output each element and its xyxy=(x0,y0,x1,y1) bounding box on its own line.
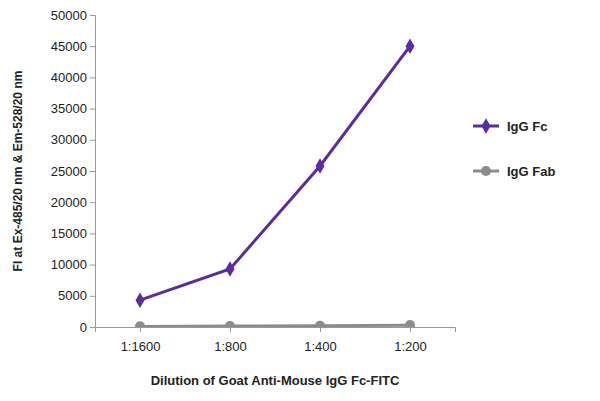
y-tick-mark xyxy=(90,265,95,266)
series-group xyxy=(135,38,415,327)
x-tick-mark xyxy=(230,327,231,332)
y-tick: 15000 xyxy=(51,226,95,241)
chart: 0 5000 10000 15000 20000 25000 30000 35000 40000… xyxy=(0,0,600,401)
y-tick: 50000 xyxy=(51,8,95,23)
plot-area: 0 5000 10000 15000 20000 25000 30000 35000 40000… xyxy=(51,8,456,354)
y-tick-label: 40000 xyxy=(51,70,87,85)
y-axis: 0 5000 10000 15000 20000 25000 30000 35000 40000… xyxy=(51,8,96,335)
y-tick-label: 5000 xyxy=(58,288,87,303)
y-tick-mark xyxy=(90,327,95,328)
data-point xyxy=(135,321,145,327)
x-tick-mark xyxy=(320,327,321,332)
x-tick: 1:800 xyxy=(214,327,247,354)
data-point xyxy=(315,321,325,327)
y-tick-mark xyxy=(90,109,95,110)
x-tick-label: 1:200 xyxy=(394,339,427,354)
y-tick-label: 50000 xyxy=(51,8,87,23)
y-tick: 25000 xyxy=(51,164,95,179)
y-tick: 30000 xyxy=(51,132,95,147)
y-tick-mark xyxy=(90,77,95,78)
series xyxy=(136,38,415,308)
y-tick: 20000 xyxy=(51,195,95,210)
data-point xyxy=(406,38,415,54)
data-point xyxy=(405,320,415,327)
legend-label: IgG Fab xyxy=(507,164,555,179)
y-tick: 0 xyxy=(80,320,95,335)
series-line xyxy=(140,325,410,326)
x-axis-title: Dilution of Goat Anti-Mouse IgG Fc-FITC xyxy=(151,373,400,388)
y-tick-mark xyxy=(90,46,95,47)
x-tick-mark xyxy=(140,327,141,332)
x-tick-mark xyxy=(410,327,411,332)
legend: IgG Fc IgG Fab xyxy=(473,118,555,178)
legend-marker xyxy=(482,118,491,134)
x-tick-label: 1:400 xyxy=(304,339,337,354)
x-tick: 1:1600 xyxy=(121,327,161,354)
x-axis: 1:1600 1:800 1:400 1:200 xyxy=(96,327,456,354)
data-point xyxy=(225,321,235,327)
y-tick-mark xyxy=(90,202,95,203)
legend-item: IgG Fc xyxy=(473,118,547,134)
x-tick-label: 1:800 xyxy=(214,339,247,354)
y-tick-label: 35000 xyxy=(51,101,87,116)
y-tick: 45000 xyxy=(51,39,95,54)
y-tick-label: 0 xyxy=(80,320,87,335)
series-line xyxy=(140,46,410,300)
y-tick-mark xyxy=(90,171,95,172)
series xyxy=(135,320,415,327)
y-tick-label: 20000 xyxy=(51,195,87,210)
y-tick-mark xyxy=(90,140,95,141)
y-tick-label: 45000 xyxy=(51,39,87,54)
data-point xyxy=(316,158,325,174)
x-tick: 1:400 xyxy=(304,327,337,354)
legend-item: IgG Fab xyxy=(473,164,555,179)
y-tick-label: 30000 xyxy=(51,132,87,147)
x-tick: 1:200 xyxy=(394,327,427,354)
y-tick-mark xyxy=(90,296,95,297)
y-tick: 5000 xyxy=(58,288,95,303)
y-tick-label: 25000 xyxy=(51,164,87,179)
y-tick-mark xyxy=(90,15,95,16)
y-tick: 40000 xyxy=(51,70,95,85)
x-axis-line xyxy=(96,328,456,333)
x-tick-label: 1:1600 xyxy=(121,339,161,354)
data-point xyxy=(226,261,235,277)
y-tick-label: 10000 xyxy=(51,257,87,272)
y-axis-title: FI at Ex-485/20 nm & Em-528/20 nm xyxy=(11,71,25,272)
y-tick-label: 15000 xyxy=(51,226,87,241)
data-point xyxy=(136,292,145,308)
y-tick: 10000 xyxy=(51,257,95,272)
y-tick: 35000 xyxy=(51,101,95,116)
y-axis-line xyxy=(90,16,96,328)
legend-label: IgG Fc xyxy=(507,119,547,134)
y-tick-mark xyxy=(90,233,95,234)
legend-marker xyxy=(481,166,491,176)
